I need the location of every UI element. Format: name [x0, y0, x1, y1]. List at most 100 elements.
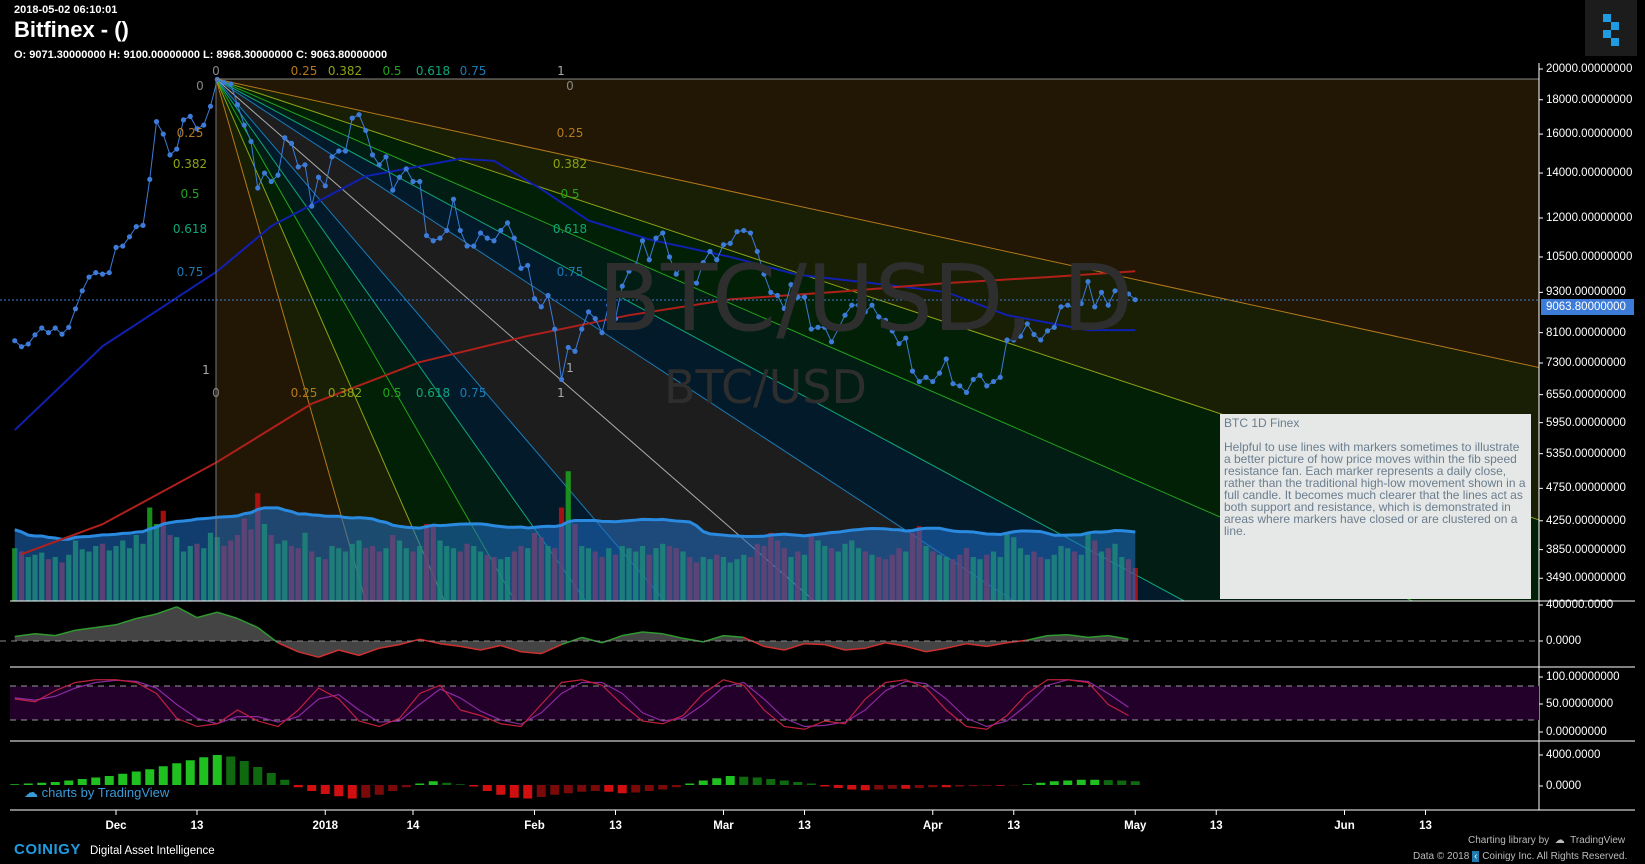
close-marker: [889, 328, 895, 334]
close-marker: [700, 259, 706, 266]
fib-level-label: 0.25: [290, 64, 318, 78]
close-marker: [52, 325, 58, 331]
close-marker: [221, 79, 227, 86]
osc3-bar: [320, 785, 330, 794]
close-marker: [538, 304, 544, 310]
osc3-bar: [239, 761, 249, 785]
close-marker: [79, 288, 85, 294]
osc3-bar: [158, 766, 168, 785]
osc3-bar: [536, 785, 546, 797]
osc1-segment: [1087, 634, 1109, 639]
osc3-bar: [1130, 781, 1140, 785]
close-marker: [963, 389, 970, 395]
osc1-segment: [55, 629, 76, 637]
osc1-segment: [298, 651, 319, 658]
charting-credit[interactable]: Charting library by ☁ TradingView: [1468, 835, 1625, 846]
chart-title: Bitfinex - (): [14, 17, 129, 42]
close-marker: [916, 378, 922, 385]
fib-level-label: 0.618: [415, 386, 451, 400]
osc1-segment: [460, 645, 481, 651]
axis-label: 100.00000000: [1546, 671, 1620, 683]
close-marker: [869, 302, 875, 308]
osc1-segment: [196, 611, 218, 619]
fib-level-label: 0.5: [180, 187, 200, 201]
axis-label: 3490.00000000: [1546, 572, 1626, 585]
osc3-bar: [725, 776, 735, 785]
osc3-bar: [928, 785, 938, 788]
close-marker: [66, 324, 72, 330]
osc1-segment: [824, 643, 846, 651]
close-marker: [12, 338, 18, 344]
axis-label: 6550.00000000: [1546, 388, 1626, 401]
osc1-segment: [318, 649, 340, 658]
osc1-segment: [14, 633, 36, 638]
close-marker: [1044, 328, 1051, 334]
volume-bars: [12, 471, 1138, 601]
close-marker: [666, 254, 673, 260]
close-marker: [957, 383, 963, 389]
x-axis-label: 2018: [312, 820, 339, 832]
fan-line-0.75: [215, 78, 1015, 602]
osc3-bar: [496, 785, 506, 795]
osc3-bar: [563, 785, 573, 794]
close-marker: [626, 268, 632, 274]
close-marker: [585, 309, 592, 315]
close-marker: [32, 332, 38, 338]
close-marker: [680, 262, 686, 269]
osc3-bar: [91, 777, 101, 785]
close-marker: [1071, 305, 1078, 312]
close-marker: [383, 154, 389, 160]
osc1-segment: [966, 642, 987, 648]
osc1-segment: [399, 638, 420, 646]
tradingview-text: TradingView: [1570, 835, 1626, 846]
close-marker: [1051, 324, 1057, 330]
osc3-bar: [374, 785, 384, 795]
close-marker: [410, 178, 416, 185]
close-marker: [518, 265, 524, 271]
close-marker: [1065, 302, 1071, 308]
osc1-segment: [682, 637, 704, 643]
fib-level-label: 0.618: [172, 222, 208, 236]
osc1-segment: [379, 643, 400, 649]
x-axis-label: Feb: [524, 820, 545, 832]
annotation-note[interactable]: BTC 1D Finex Helpful to use lines with m…: [1220, 414, 1531, 599]
close-marker: [572, 348, 578, 354]
close-marker: [160, 131, 166, 137]
osc1-segment: [156, 606, 178, 615]
close-marker: [660, 230, 666, 236]
osc3-bar: [280, 779, 290, 785]
axis-label: 7300.00000000: [1546, 356, 1626, 369]
close-marker: [592, 315, 598, 322]
axis-label: 50.00000000: [1546, 698, 1614, 710]
coinigy-logo[interactable]: [1585, 0, 1637, 56]
close-marker: [943, 356, 949, 362]
osc1-segment: [34, 633, 56, 637]
close-marker: [120, 243, 126, 249]
close-marker: [45, 330, 52, 336]
fan-line-0.5: [215, 78, 516, 602]
tradingview-watermark[interactable]: ☁ charts by TradingView: [24, 784, 169, 801]
close-marker: [909, 368, 916, 374]
osc3-bar: [482, 785, 492, 791]
osc1-segment: [439, 642, 461, 648]
osc3-bar: [10, 784, 20, 785]
x-axis-label: 13: [1007, 820, 1021, 832]
close-marker: [376, 162, 382, 168]
note-title: BTC 1D Finex: [1224, 416, 1300, 430]
osc2-k-line: [14, 679, 1129, 730]
close-marker: [180, 117, 187, 123]
close-marker: [1024, 321, 1030, 327]
close-marker: [1112, 288, 1118, 294]
ma-slow-line: [21, 270, 1136, 556]
close-marker: [322, 183, 328, 189]
close-marker: [619, 283, 625, 289]
close-marker: [599, 330, 605, 336]
ma-fast-line: [14, 157, 1136, 431]
axis-label: 3850.00000000: [1546, 543, 1626, 556]
osc1-segment: [95, 624, 117, 629]
close-marker: [511, 235, 517, 241]
fib-level-label: 0.75: [459, 64, 487, 78]
osc3-bar: [293, 785, 303, 788]
osc1-segment: [500, 644, 522, 653]
